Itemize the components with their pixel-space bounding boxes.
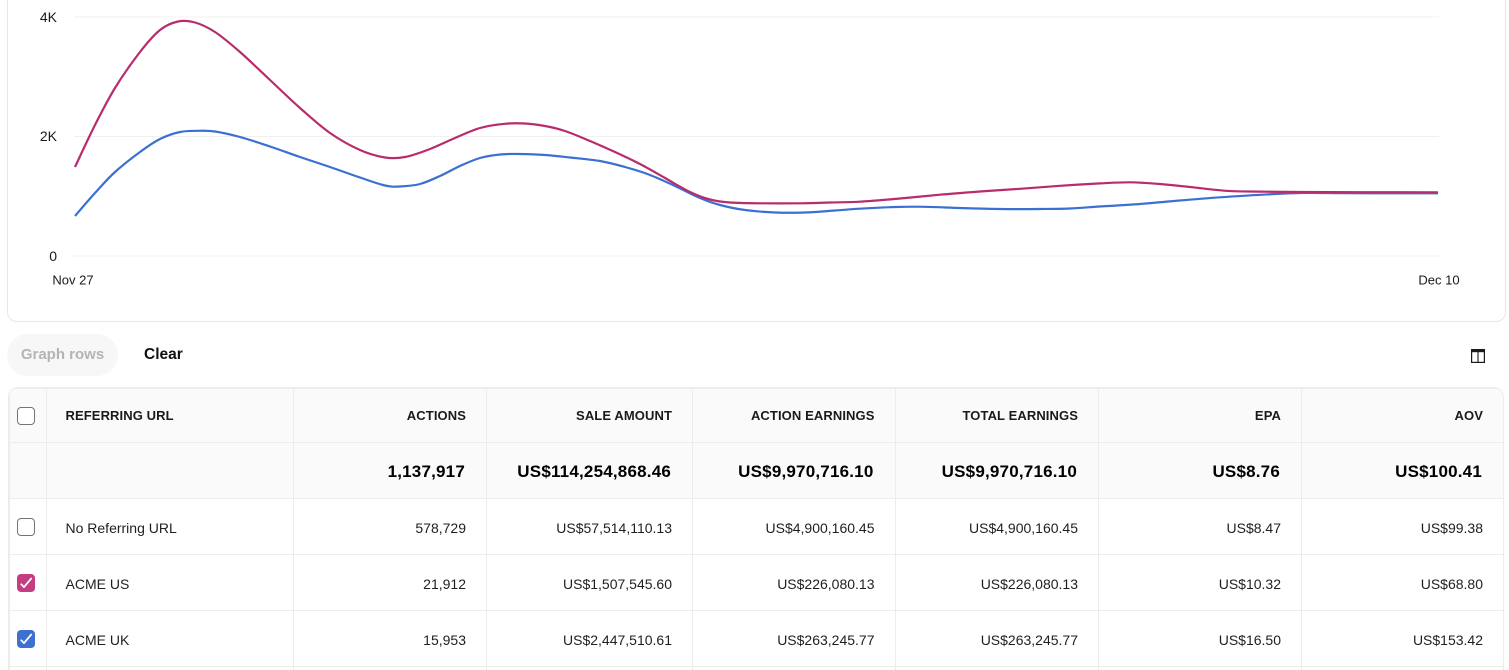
svg-text:2K: 2K — [40, 128, 58, 144]
svg-text:0: 0 — [49, 248, 57, 264]
svg-text:Nov 27: Nov 27 — [52, 273, 93, 288]
svg-text:4K: 4K — [40, 9, 58, 25]
svg-text:Dec 10: Dec 10 — [1418, 273, 1459, 288]
